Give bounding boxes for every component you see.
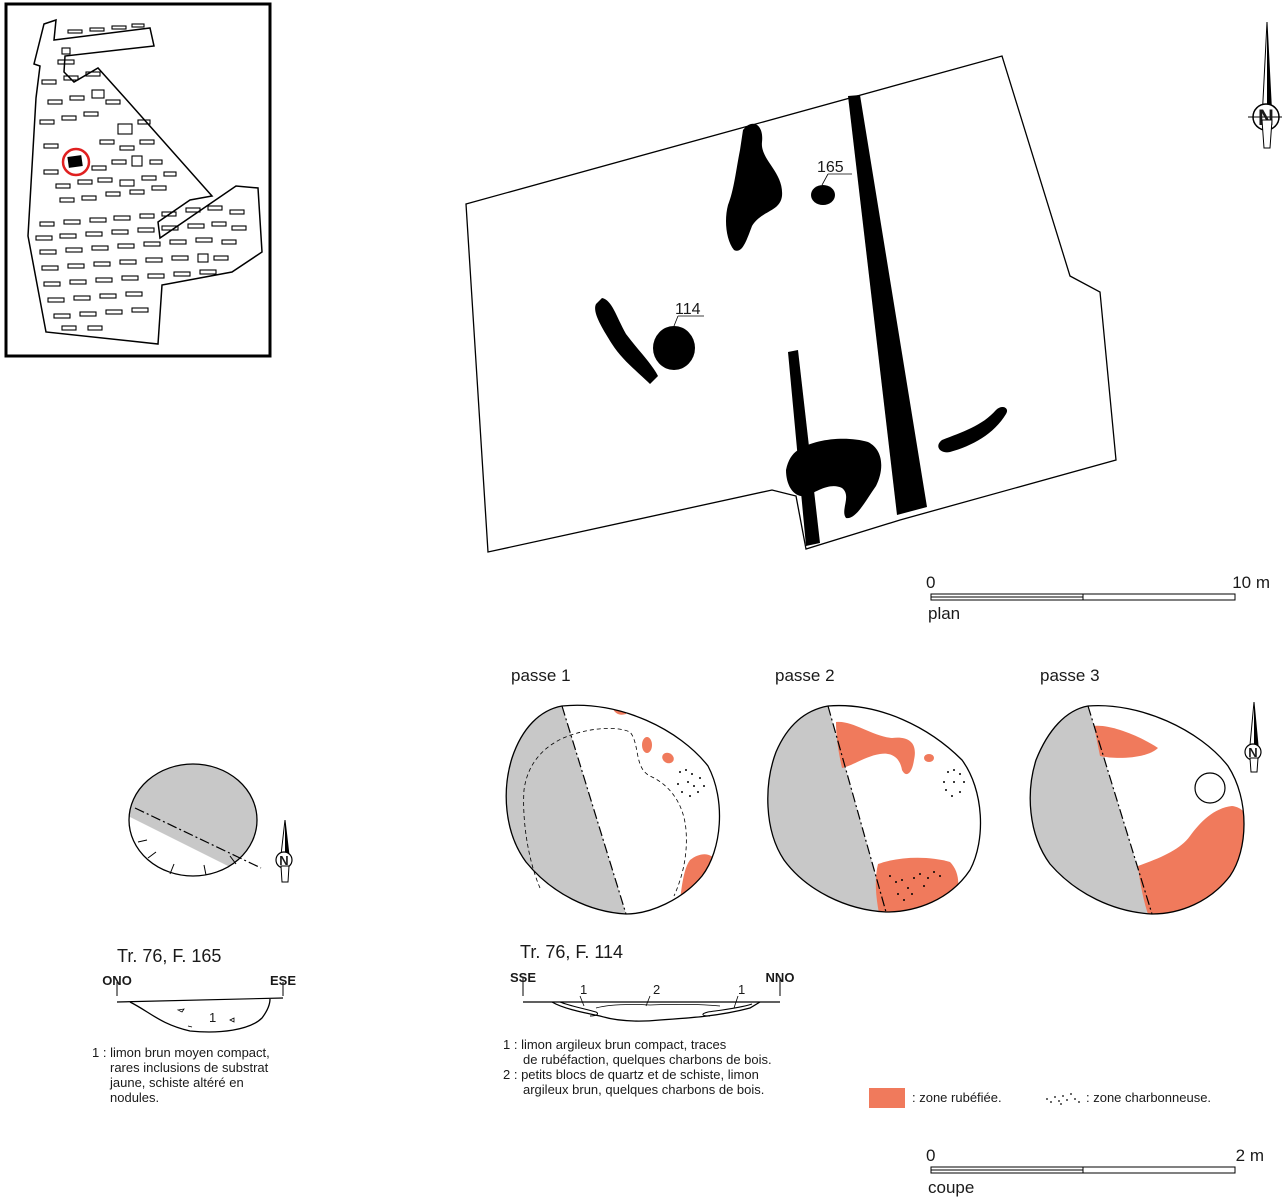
pit-elongated	[595, 298, 658, 384]
f165-legend-line-4: nodules.	[110, 1090, 159, 1105]
passe-3-plan	[1029, 704, 1245, 915]
f165-legend-line-1: 1 : limon brun moyen compact,	[92, 1045, 270, 1060]
pit-south	[786, 438, 882, 519]
f165-orient-right: ESE	[270, 973, 296, 988]
coupe-scale-start: 0	[926, 1146, 935, 1165]
north-arrow-165: N	[275, 819, 293, 883]
f165-section: ONO ESE 1	[102, 973, 296, 1033]
passe-1-title: passe 1	[511, 666, 571, 685]
f114-layer-1b: 1	[738, 982, 745, 997]
passe-3-title: passe 3	[1040, 666, 1100, 685]
f114-orient-left: SSE	[510, 970, 536, 985]
label-165: 165	[817, 159, 844, 176]
stone	[1194, 772, 1226, 804]
f114-orient-right: NNO	[766, 970, 795, 985]
f165-title: Tr. 76, F. 165	[117, 946, 221, 966]
f114-legend-line-2: de rubéfaction, quelques charbons de boi…	[523, 1052, 772, 1067]
location-marker	[61, 147, 91, 177]
pit-east	[938, 407, 1008, 453]
f114-layer-1a: 1	[580, 982, 587, 997]
passe-2-title: passe 2	[775, 666, 835, 685]
map-legend: : zone rubéfiée. : zone charbonneuse.	[869, 1088, 1211, 1108]
north-arrow-plan: N	[1248, 21, 1282, 149]
swatch-rubefiee	[869, 1088, 905, 1108]
swatch-charbonneuse	[1046, 1093, 1080, 1105]
f165-legend-line-2: rares inclusions de substrat	[110, 1060, 269, 1075]
f114-legend: 1 : limon argileux brun compact, traces …	[503, 1037, 772, 1097]
pit-165	[811, 185, 835, 205]
passe-1-plan	[505, 704, 721, 915]
f165-legend-line-3: jaune, schiste altéré en	[109, 1075, 244, 1090]
plan-scale-end: 10 m	[1232, 573, 1270, 592]
f114-title: Tr. 76, F. 114	[520, 942, 623, 962]
passe-2-plan	[767, 704, 982, 913]
site-plan: 165 114	[465, 55, 1117, 553]
coupe-scale-bar: 0 2 m coupe	[926, 1146, 1264, 1197]
north-letter: N	[279, 853, 288, 868]
north-letter: N	[1248, 745, 1257, 760]
f165-layer-1: 1	[209, 1010, 216, 1025]
trench-outline	[465, 55, 1117, 553]
pit-114	[653, 326, 695, 370]
coupe-scale-end: 2 m	[1236, 1146, 1264, 1165]
trench-marks	[35, 23, 247, 331]
charcoal-dots	[889, 769, 965, 901]
f114-layer-2: 2	[653, 982, 660, 997]
label-114: 114	[675, 301, 701, 318]
plan-scale-caption: plan	[928, 604, 960, 623]
f114-legend-line-1: 1 : limon argileux brun compact, traces	[503, 1037, 727, 1052]
charcoal-dots	[677, 769, 705, 797]
legend-rubefiee: : zone rubéfiée.	[912, 1090, 1002, 1105]
ditch	[848, 95, 927, 515]
coupe-scale-caption: coupe	[928, 1178, 974, 1197]
north-arrow-114: N	[1244, 701, 1262, 773]
pit-large	[726, 123, 783, 251]
plan-scale-start: 0	[926, 573, 935, 592]
location-map	[4, 2, 272, 358]
f165-legend: 1 : limon brun moyen compact, rares incl…	[92, 1045, 270, 1105]
f165-plan	[128, 763, 262, 877]
plan-scale-bar: 0 10 m plan	[926, 573, 1270, 623]
f114-section: SSE NNO 1 2 1	[510, 970, 795, 1022]
f165-orient-left: ONO	[102, 973, 132, 988]
f114-legend-line-3: 2 : petits blocs de quartz et de schiste…	[503, 1067, 759, 1082]
f114-legend-line-4: argileux brun, quelques charbons de bois…	[523, 1082, 764, 1097]
legend-charbonneuse: : zone charbonneuse.	[1086, 1090, 1211, 1105]
